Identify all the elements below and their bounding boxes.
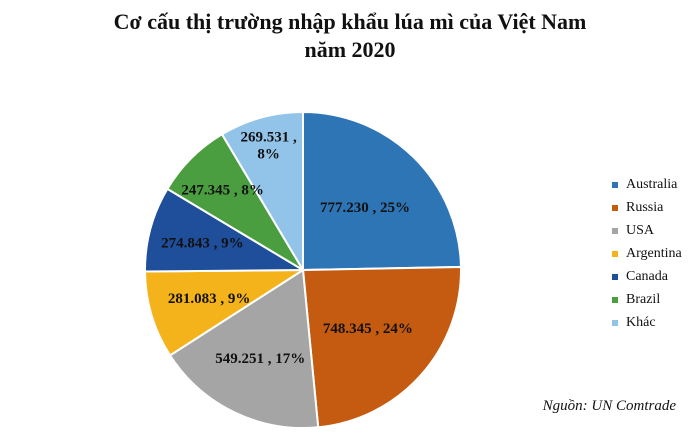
legend-swatch-canada xyxy=(612,274,618,280)
chart-title-line-2: năm 2020 xyxy=(304,37,396,62)
data-label-usa: 549.251 , 17% xyxy=(215,351,305,367)
legend-label-usa: USA xyxy=(626,223,655,238)
data-label-khac: 269.531 , 8% xyxy=(240,130,297,163)
legend-label-khac: Khác xyxy=(626,315,656,330)
legend-item-khac: Khác xyxy=(612,312,698,334)
legend-label-argentina: Argentina xyxy=(626,246,682,261)
pie-slice-russia xyxy=(301,265,462,429)
data-label-canada: 274.843 , 9% xyxy=(161,236,244,252)
data-label-australia: 777.230 , 25% xyxy=(320,200,410,216)
legend-item-canada: Canada xyxy=(612,266,698,288)
legend-item-argentina: Argentina xyxy=(612,243,698,265)
legend-swatch-khac xyxy=(612,320,618,326)
legend-swatch-argentina xyxy=(612,251,618,257)
pie-slice-australia xyxy=(302,110,462,272)
legend-swatch-brazil xyxy=(612,297,618,303)
legend-label-russia: Russia xyxy=(626,200,664,215)
chart-title: Cơ cấu thị trường nhập khẩu lúa mì của V… xyxy=(0,8,700,64)
legend-label-australia: Australia xyxy=(626,177,678,192)
data-label-brazil: 247.345 , 8% xyxy=(181,183,264,199)
legend-swatch-russia xyxy=(612,205,618,211)
pie-slice-khac xyxy=(220,110,304,274)
data-label-russia: 748.345 , 24% xyxy=(323,321,413,337)
chart-title-line-1: Cơ cấu thị trường nhập khẩu lúa mì của V… xyxy=(113,9,587,34)
legend-item-usa: USA xyxy=(612,220,698,242)
pie-slice-usa xyxy=(168,268,320,429)
legend-item-russia: Russia xyxy=(612,197,698,219)
pie-slice-canada xyxy=(144,187,307,273)
legend-item-brazil: Brazil xyxy=(612,289,698,311)
legend-label-brazil: Brazil xyxy=(626,292,661,307)
legend-swatch-usa xyxy=(612,228,618,234)
legend-label-canada: Canada xyxy=(626,269,668,284)
source-note: Nguồn: UN Comtrade xyxy=(542,398,676,414)
pie-slice-argentina xyxy=(143,268,307,357)
legend-swatch-australia xyxy=(612,182,618,188)
chart-legend: Australia Russia USA Argentina Canada Brazil K… xyxy=(612,174,698,335)
data-label-argentina: 281.083 , 9% xyxy=(168,291,251,307)
legend-item-australia: Australia xyxy=(612,174,698,196)
